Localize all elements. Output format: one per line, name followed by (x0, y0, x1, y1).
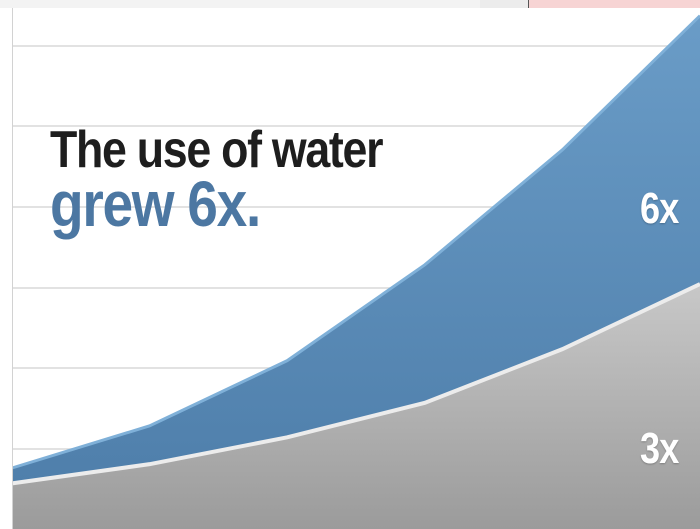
chart-left-border (0, 8, 13, 529)
area-series (12, 16, 700, 529)
chart-subtitle: grew 6x. (50, 172, 382, 236)
series-label-6x: 6x (640, 184, 679, 234)
chart-headline: The use of water grew 6x. (50, 124, 382, 236)
series-label-3x: 3x (640, 424, 679, 474)
